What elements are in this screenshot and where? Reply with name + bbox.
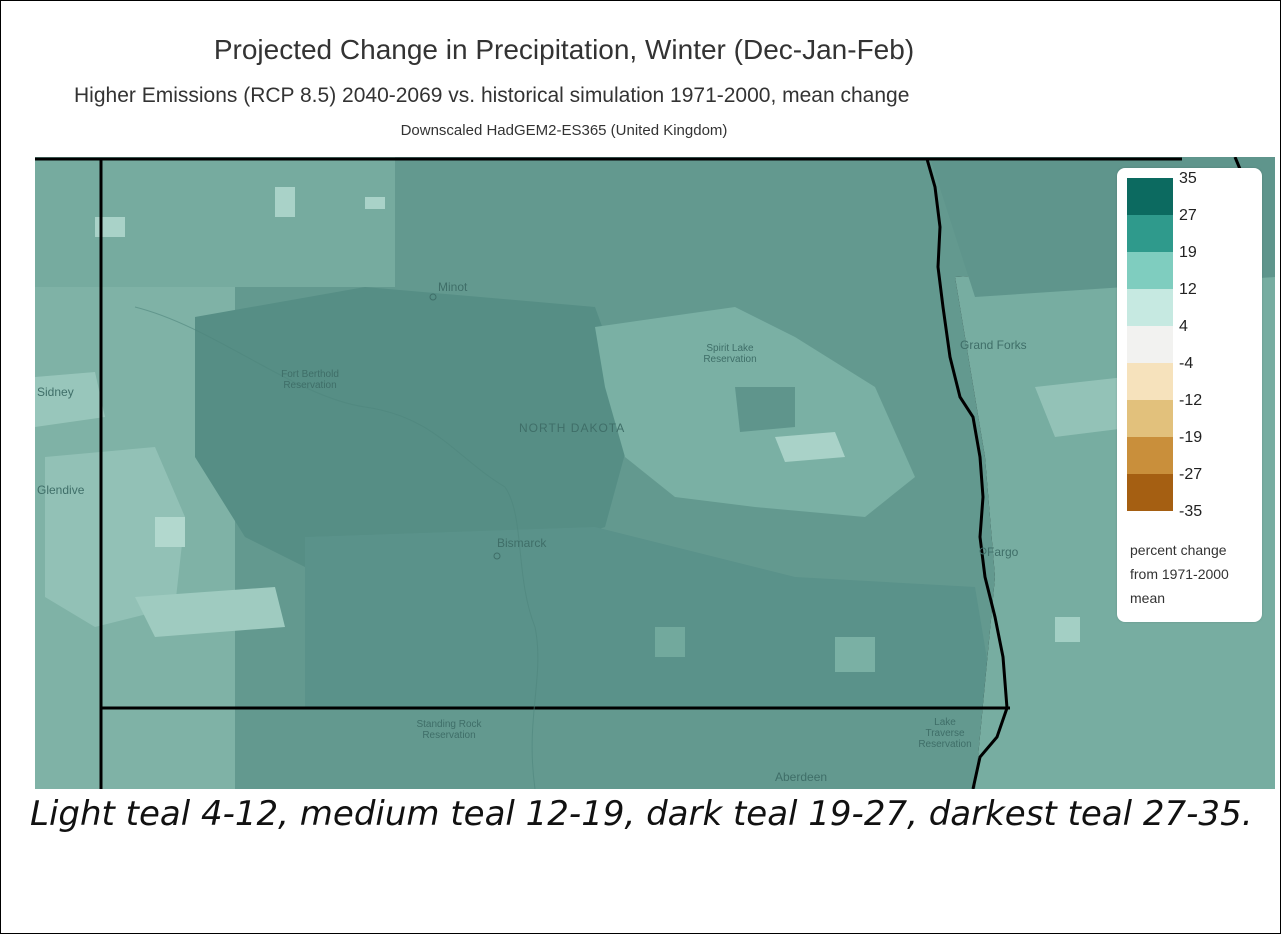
dark-central-region (195, 287, 635, 577)
legend-swatch (1127, 474, 1173, 511)
city-label-aberdeen: Aberdeen (775, 770, 828, 784)
speckle (365, 197, 385, 209)
legend-swatch (1127, 437, 1173, 474)
legend-swatch (1127, 252, 1173, 289)
legend-swatch (1127, 400, 1173, 437)
border-segment (1233, 157, 1242, 170)
speckle (835, 637, 875, 672)
legend-tick-label: 35 (1179, 170, 1197, 187)
dark-patch (735, 387, 795, 432)
legend-tick-label: 27 (1179, 207, 1197, 224)
fargo-marker (979, 547, 987, 555)
map-title: Projected Change in Precipitation, Winte… (213, 34, 915, 65)
legend-tick-label: 12 (1179, 281, 1197, 298)
legend-swatch (1127, 326, 1173, 363)
legend-swatch (1127, 289, 1173, 326)
minot-marker (429, 293, 437, 301)
light-patch (135, 587, 285, 637)
speckle (275, 187, 295, 217)
legend: 35 27 19 12 4 -4 -12 -19 -27 -35 percent change f… (1117, 168, 1262, 622)
light-patch (1035, 377, 1135, 437)
legend-tick-label: 19 (1179, 244, 1197, 261)
map-canvas (35, 157, 1275, 789)
precipitation-map: Minot Fort Berthold Reservation Spirit L… (35, 157, 1275, 789)
light-patch (775, 432, 845, 462)
speckle (655, 627, 685, 657)
nw-light-region (35, 157, 395, 287)
state-label-north-dakota: NORTH DAKOTA (519, 421, 626, 435)
legend-tick-label: -35 (1179, 503, 1203, 520)
label-lake-traverse: Lake Traverse Reservation (918, 717, 972, 750)
legend-tick-label: 4 (1179, 318, 1188, 335)
map-subtitle: Higher Emissions (RCP 8.5) 2040-2069 vs.… (74, 84, 910, 107)
city-label-glendive: Glendive (37, 483, 85, 497)
speckle (155, 517, 185, 547)
bismarck-marker (493, 552, 501, 560)
speckle (1055, 617, 1080, 642)
city-label-bismarck: Bismarck (497, 536, 547, 550)
red-river-border (925, 158, 1009, 789)
caption: Light teal 4-12, medium teal 12-19, dark… (30, 794, 1253, 834)
legend-swatch (1127, 363, 1173, 400)
legend-note: percent change from 1971-2000 mean (1130, 542, 1229, 606)
legend-tick-label: -19 (1179, 429, 1203, 446)
dark-south-region (305, 527, 995, 709)
model-label: Downscaled HadGEM2-ES365 (United Kingdom… (400, 122, 728, 139)
city-label-grand-forks: Grand Forks (960, 338, 1027, 352)
label-spirit-lake: Spirit Lake Reservation (703, 343, 757, 365)
legend-swatch (1127, 215, 1173, 252)
label-fort-berthold: Fort Berthold Reservation (281, 369, 339, 391)
light-patch (35, 372, 105, 427)
legend-tick-label: -27 (1179, 466, 1203, 483)
label-standing-rock: Standing Rock Reservation (416, 719, 482, 741)
city-label-minot: Minot (438, 280, 468, 294)
city-label-fargo: Fargo (987, 545, 1019, 559)
legend-tick-label: -4 (1179, 355, 1194, 372)
legend-swatch (1127, 178, 1173, 215)
city-label-sidney: Sidney (37, 385, 74, 399)
missouri-river (134, 306, 539, 789)
light-patch (45, 447, 185, 627)
legend-tick-label: -12 (1179, 392, 1203, 409)
